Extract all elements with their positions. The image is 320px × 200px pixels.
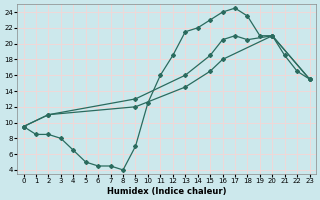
X-axis label: Humidex (Indice chaleur): Humidex (Indice chaleur) <box>107 187 226 196</box>
